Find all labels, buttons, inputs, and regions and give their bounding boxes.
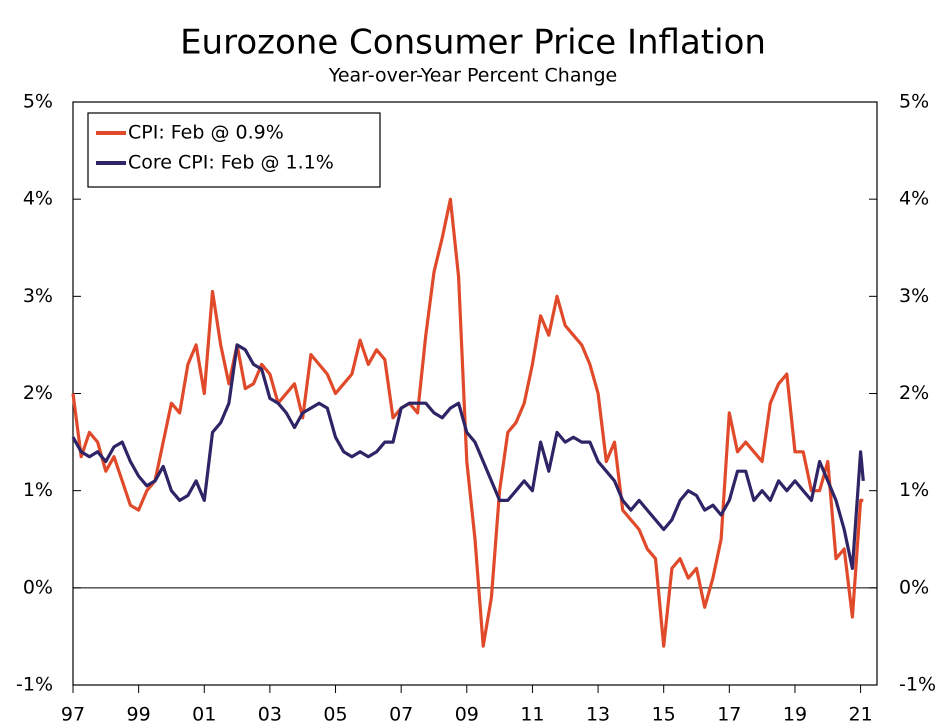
y2-tick-label: 3%: [899, 285, 929, 307]
chart-title: Eurozone Consumer Price Inflation: [180, 23, 766, 63]
x-tick-label: 03: [258, 704, 282, 726]
x-tick-label: 05: [323, 704, 347, 726]
y2-tick-label: 2%: [899, 382, 929, 404]
y-tick-label: 5%: [23, 91, 53, 113]
x-tick-label: 15: [652, 704, 676, 726]
x-tick-label: 07: [389, 704, 413, 726]
x-tick-label: 11: [520, 704, 544, 726]
legend-label: Core CPI: Feb @ 1.1%: [128, 152, 334, 174]
series-line: [71, 197, 864, 648]
x-tick-label: 99: [127, 704, 151, 726]
y-tick-label: 0%: [23, 576, 53, 598]
x-tick-label: 17: [717, 704, 741, 726]
y-tick-label: 2%: [23, 382, 53, 404]
y2-tick-label: 0%: [899, 576, 929, 598]
y-tick-label: -1%: [16, 674, 53, 696]
y-tick-label: 3%: [23, 285, 53, 307]
x-tick-label: 97: [61, 704, 85, 726]
plot-frame: [72, 101, 878, 686]
y-tick-label: 1%: [23, 479, 53, 501]
legend-label: CPI: Feb @ 0.9%: [128, 122, 284, 144]
y2-tick-label: 4%: [899, 188, 929, 210]
x-tick-label: 21: [848, 704, 872, 726]
x-tick-label: 19: [783, 704, 807, 726]
y2-tick-label: 5%: [899, 91, 929, 113]
x-tick-label: 09: [455, 704, 479, 726]
series-line: [71, 343, 865, 570]
y2-tick-label: -1%: [899, 674, 936, 696]
x-tick-label: 13: [586, 704, 610, 726]
y-tick-label: 4%: [23, 188, 53, 210]
legend-box: [87, 112, 381, 188]
x-tick-label: 01: [192, 704, 216, 726]
y2-tick-label: 1%: [899, 479, 929, 501]
chart-subtitle: Year-over-Year Percent Change: [328, 65, 618, 87]
